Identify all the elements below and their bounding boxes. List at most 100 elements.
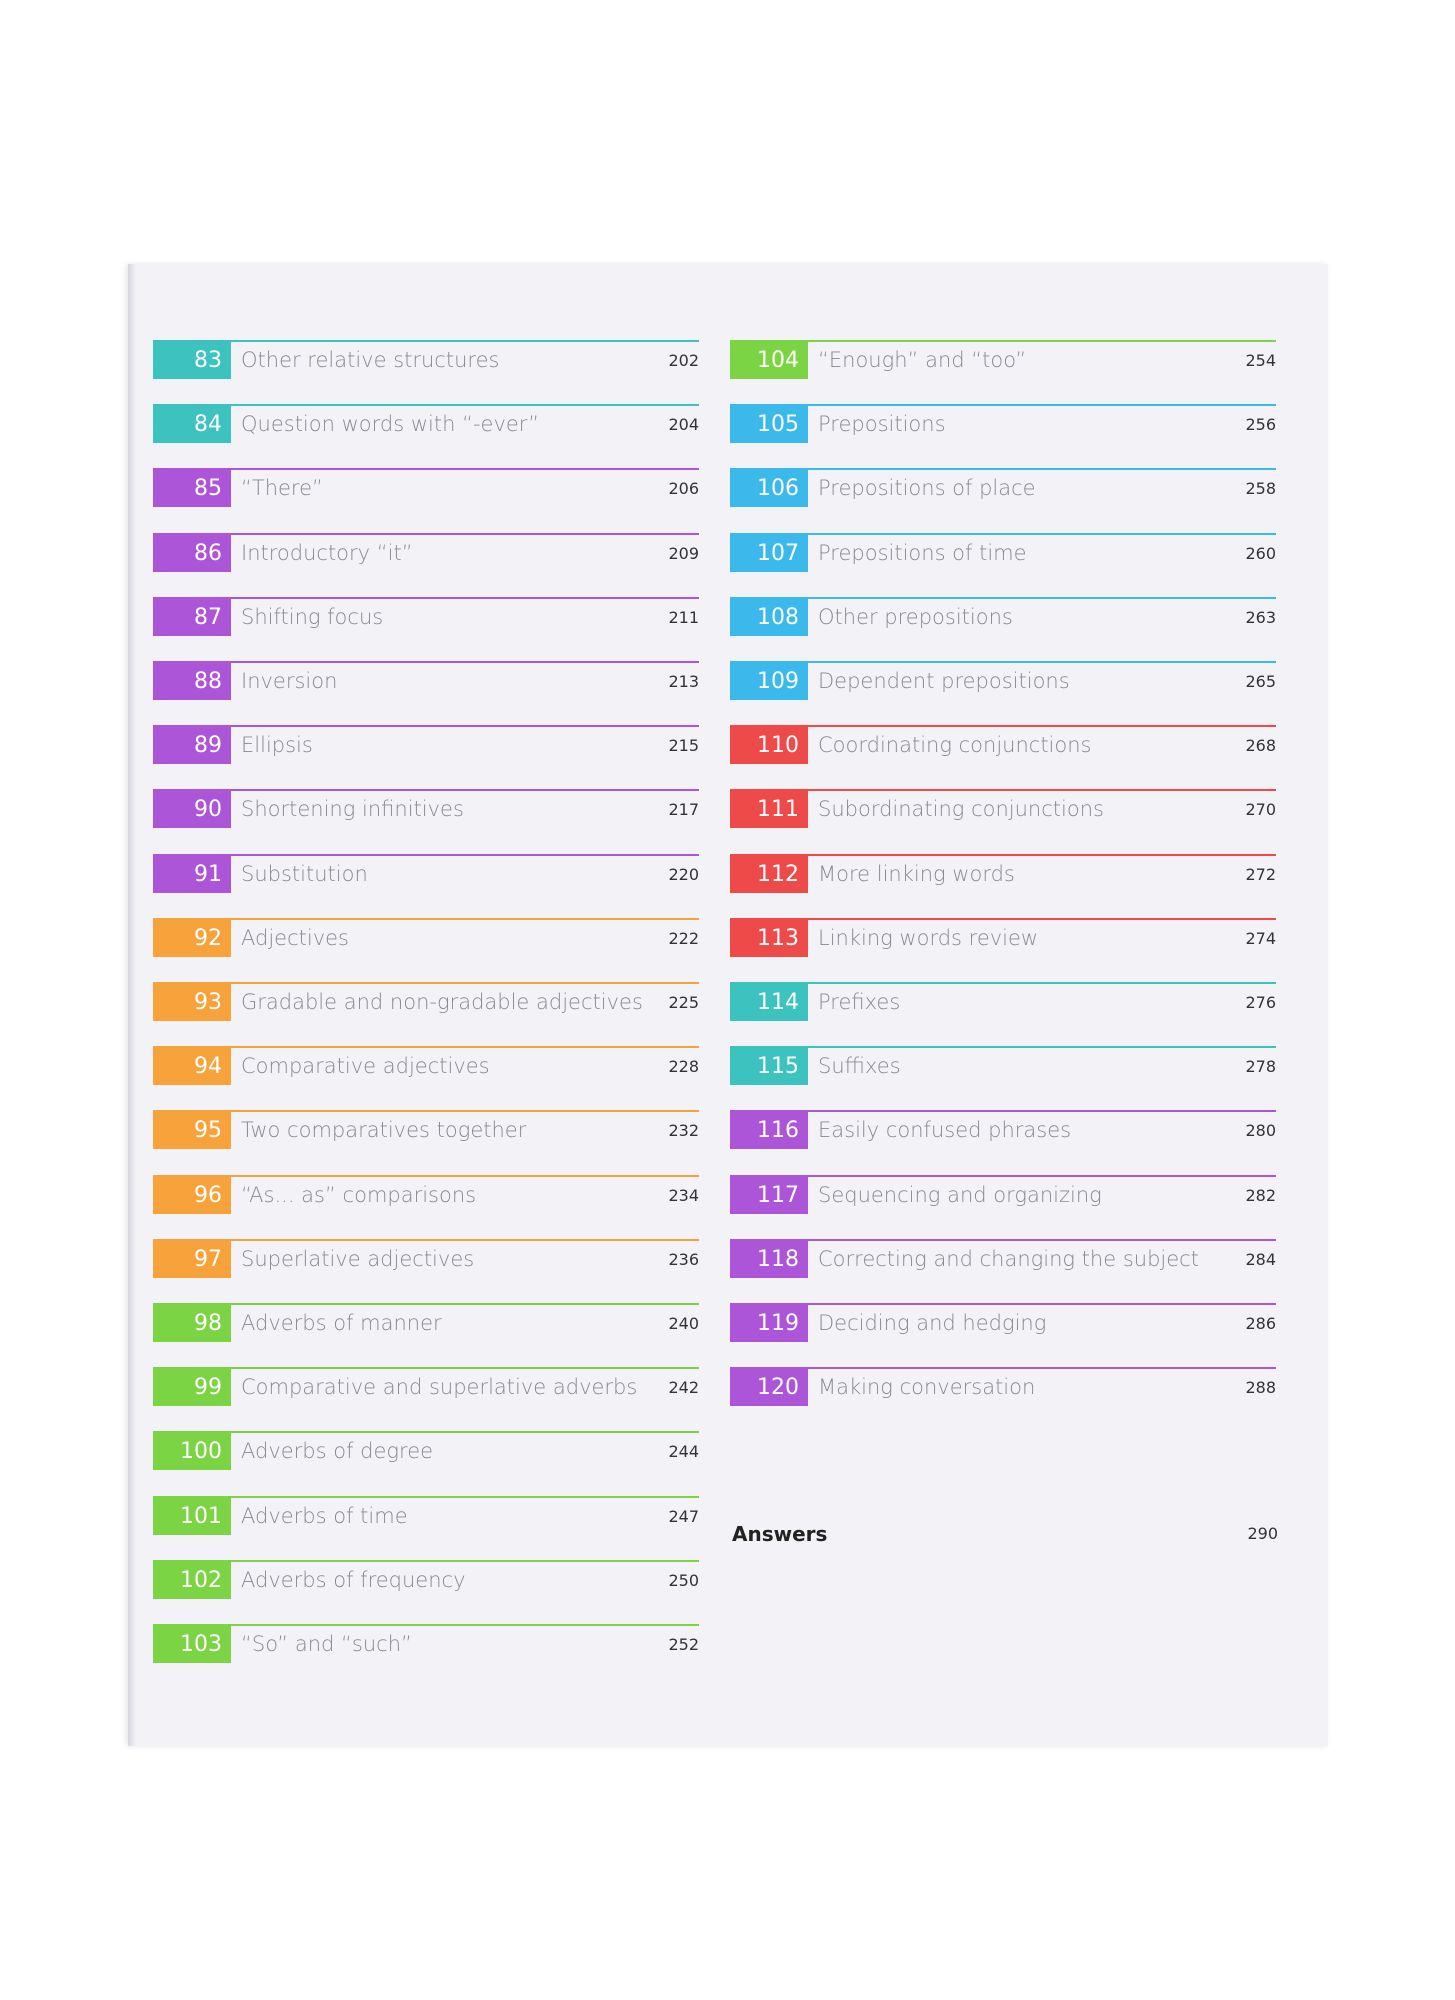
chapter-number-tile: 108 — [730, 598, 808, 636]
toc-entry-84[interactable]: 84 Question words with “-ever” 204 — [153, 404, 699, 446]
chapter-number-tile: 89 — [153, 727, 231, 765]
toc-entry-108[interactable]: 108 Other prepositions 263 — [730, 596, 1276, 639]
toc-entry-103[interactable]: 103 “So” and “such” 252 — [153, 1624, 699, 1666]
chapter-page-number: 250 — [668, 1570, 699, 1590]
chapter-number-tile: 112 — [730, 855, 808, 893]
toc-entry-99[interactable]: 99 Comparative and superlative adverbs 242 — [153, 1367, 699, 1409]
chapter-page-number: 225 — [668, 993, 699, 1012]
toc-entry-97[interactable]: 97 Superlative adjectives 236 — [153, 1238, 699, 1281]
toc-entry-83[interactable]: 83 Other relative structures 202 — [153, 340, 699, 382]
toc-entry-94[interactable]: 94 Comparative adjectives 228 — [153, 1046, 699, 1088]
toc-entry-112[interactable]: 112 More linking words 272 — [730, 853, 1276, 896]
toc-entry-98[interactable]: 98 Adverbs of manner 240 — [153, 1303, 699, 1345]
toc-entry-109[interactable]: 109 Dependent prepositions 265 — [730, 661, 1276, 703]
chapter-title: Sequencing and organizing — [818, 1182, 1102, 1207]
chapter-number-tile: 96 — [153, 1176, 231, 1214]
toc-entry-88[interactable]: 88 Inversion 213 — [153, 661, 699, 703]
toc-entry-93[interactable]: 93 Gradable and non-gradable adjectives 22… — [153, 982, 699, 1024]
toc-entry-85[interactable]: 85 “There” 206 — [153, 468, 699, 510]
chapter-page-number: 284 — [1245, 1249, 1276, 1269]
chapter-number-tile: 100 — [153, 1433, 231, 1471]
chapter-page-number: 263 — [1245, 607, 1276, 627]
toc-entry-115[interactable]: 115 Suffixes 278 — [730, 1046, 1276, 1088]
toc-entry-114[interactable]: 114 Prefixes 276 — [730, 982, 1276, 1024]
book-page: 83 Other relative structures 202 84 Question… — [128, 264, 1328, 1746]
chapter-page-number: 236 — [668, 1249, 699, 1269]
toc-entry-100[interactable]: 100 Adverbs of degree 244 — [153, 1431, 699, 1473]
chapter-page-number: 244 — [668, 1442, 699, 1462]
chapter-title: Adverbs of manner — [241, 1311, 442, 1335]
chapter-page-number: 280 — [1245, 1121, 1276, 1141]
chapter-number-tile: 93 — [153, 984, 231, 1021]
toc-entry-101[interactable]: 101 Adverbs of time 247 — [153, 1495, 699, 1538]
chapter-number-tile: 110 — [730, 727, 808, 765]
chapter-number-tile: 87 — [153, 598, 231, 636]
chapter-number-tile: 118 — [730, 1240, 808, 1278]
chapter-title: Linking words review — [818, 925, 1039, 950]
chapter-page-number: 254 — [1245, 351, 1276, 370]
toc-entry-110[interactable]: 110 Coordinating conjunctions 268 — [730, 725, 1276, 767]
chapter-number-tile: 90 — [153, 791, 231, 829]
chapter-page-number: 247 — [668, 1506, 699, 1526]
chapter-page-number: 242 — [668, 1378, 699, 1398]
chapter-page-number: 260 — [1245, 543, 1276, 563]
toc-entry-96[interactable]: 96 “As... as” comparisons 234 — [153, 1174, 699, 1217]
chapter-number-tile: 113 — [730, 919, 808, 957]
chapter-number-tile: 116 — [730, 1112, 808, 1150]
toc-entry-113[interactable]: 113 Linking words review 274 — [730, 917, 1276, 960]
chapter-page-number: 240 — [668, 1314, 699, 1333]
toc-entry-111[interactable]: 111 Subordinating conjunctions 270 — [730, 789, 1276, 831]
toc-entry-120[interactable]: 120 Making conversation 288 — [730, 1367, 1276, 1409]
chapter-number-tile: 101 — [153, 1497, 231, 1535]
toc-entry-104[interactable]: 104 “Enough” and “too” 254 — [730, 340, 1276, 382]
chapter-title: Making conversation — [818, 1375, 1036, 1400]
toc-entry-105[interactable]: 105 Prepositions 256 — [730, 404, 1276, 446]
chapter-title: Subordinating conjunctions — [818, 797, 1104, 822]
chapter-page-number: 265 — [1245, 672, 1276, 691]
chapter-page-number: 222 — [668, 928, 699, 948]
chapter-page-number: 274 — [1245, 928, 1276, 948]
toc-entry-86[interactable]: 86 Introductory “it” 209 — [153, 532, 699, 575]
chapter-title: Introductory “it” — [241, 540, 413, 565]
toc-entry-116[interactable]: 116 Easily confused phrases 280 — [730, 1110, 1276, 1152]
chapter-number-tile: 107 — [730, 534, 808, 572]
chapter-title: “So” and “such” — [241, 1632, 412, 1656]
chapter-number-tile: 120 — [730, 1369, 808, 1407]
toc-entry-118[interactable]: 118 Correcting and changing the subject 28… — [730, 1238, 1276, 1281]
chapter-page-number: 258 — [1245, 479, 1276, 499]
toc-entry-107[interactable]: 107 Prepositions of time 260 — [730, 532, 1276, 575]
chapter-number-tile: 117 — [730, 1176, 808, 1214]
toc-entry-119[interactable]: 119 Deciding and hedging 286 — [730, 1303, 1276, 1345]
toc-entry-117[interactable]: 117 Sequencing and organizing 282 — [730, 1174, 1276, 1217]
toc-entry-102[interactable]: 102 Adverbs of frequency 250 — [153, 1559, 699, 1602]
chapter-number-tile: 119 — [730, 1305, 808, 1342]
chapter-title: Correcting and changing the subject — [818, 1246, 1199, 1271]
toc-entry-95[interactable]: 95 Two comparatives together 232 — [153, 1110, 699, 1152]
toc-entry-87[interactable]: 87 Shifting focus 211 — [153, 596, 699, 639]
chapter-page-number: 211 — [668, 607, 699, 627]
chapter-title: Ellipsis — [241, 733, 313, 758]
chapter-page-number: 256 — [1245, 415, 1276, 435]
chapter-page-number: 209 — [668, 543, 699, 563]
chapter-page-number: 217 — [668, 800, 699, 820]
chapter-page-number: 234 — [668, 1185, 699, 1205]
chapter-page-number: 206 — [668, 479, 699, 499]
toc-entry-106[interactable]: 106 Prepositions of place 258 — [730, 468, 1276, 510]
toc-entry-89[interactable]: 89 Ellipsis 215 — [153, 725, 699, 767]
chapter-number-tile: 111 — [730, 791, 808, 829]
chapter-number-tile: 102 — [153, 1561, 231, 1599]
chapter-title: Adverbs of frequency — [241, 1567, 466, 1592]
toc-entry-90[interactable]: 90 Shortening infinitives 217 — [153, 789, 699, 831]
toc-entry-92[interactable]: 92 Adjectives 222 — [153, 917, 699, 960]
toc-entry-answers[interactable]: Answers 290 — [732, 1516, 1278, 1552]
chapter-title: “There” — [241, 476, 323, 501]
chapter-page-number: 232 — [668, 1121, 699, 1141]
chapter-number-tile: 99 — [153, 1369, 231, 1407]
chapter-title: Comparative adjectives — [241, 1054, 490, 1079]
toc-entry-91[interactable]: 91 Substitution 220 — [153, 853, 699, 896]
chapter-title: “Enough” and “too” — [818, 348, 1027, 372]
chapter-title: Prepositions of place — [818, 476, 1036, 501]
chapter-title: Deciding and hedging — [818, 1311, 1047, 1335]
chapter-page-number: 270 — [1245, 800, 1276, 820]
chapter-title: Dependent prepositions — [818, 669, 1070, 693]
